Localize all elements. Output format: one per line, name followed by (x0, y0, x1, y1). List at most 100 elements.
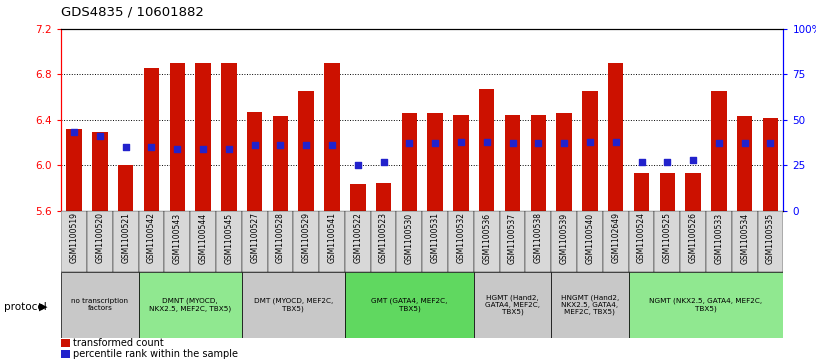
Point (557, 140, 570, 146)
Bar (474, 272, 552, 338)
Point (197, 146, 210, 152)
Text: GSM1100526: GSM1100526 (689, 212, 698, 264)
Bar (61, 339, 70, 347)
Text: GSM1100535: GSM1100535 (766, 212, 775, 264)
Text: GSM1100527: GSM1100527 (251, 212, 259, 264)
Bar (732, 211, 757, 272)
Text: GSM1100536: GSM1100536 (482, 212, 491, 264)
Bar (221, 63, 237, 211)
Bar (557, 113, 572, 211)
Text: DMNT (MYOCD,
NKX2.5, MEF2C, TBX5): DMNT (MYOCD, NKX2.5, MEF2C, TBX5) (149, 298, 231, 312)
Point (764, 140, 777, 146)
Text: GDS4835 / 10601882: GDS4835 / 10601882 (61, 5, 204, 18)
Point (635, 159, 648, 164)
Bar (603, 211, 628, 272)
Text: GSM1100532: GSM1100532 (456, 212, 465, 264)
Bar (345, 211, 370, 272)
Bar (530, 115, 546, 211)
Bar (634, 173, 650, 211)
Bar (170, 63, 185, 211)
Bar (448, 211, 474, 272)
Bar (654, 211, 681, 272)
Text: GSM1100525: GSM1100525 (663, 212, 672, 264)
Bar (628, 211, 654, 272)
Bar (164, 211, 190, 272)
Point (326, 142, 339, 148)
Bar (299, 91, 314, 211)
Bar (737, 117, 752, 211)
Text: GSM1100537: GSM1100537 (508, 212, 517, 264)
Bar (685, 173, 701, 211)
Bar (216, 211, 242, 272)
Text: GSM1100529: GSM1100529 (302, 212, 311, 264)
Point (403, 140, 416, 146)
Bar (61, 350, 70, 358)
Text: GSM1100539: GSM1100539 (560, 212, 569, 264)
Bar (247, 112, 263, 211)
Text: GSM1100520: GSM1100520 (95, 212, 104, 264)
Text: GSM1100538: GSM1100538 (534, 212, 543, 264)
Text: ▶: ▶ (39, 302, 47, 312)
Bar (113, 211, 139, 272)
Bar (268, 211, 293, 272)
Bar (526, 211, 552, 272)
Bar (61, 272, 139, 338)
Text: HNGMT (Hand2,
NKX2.5, GATA4,
MEF2C, TBX5): HNGMT (Hand2, NKX2.5, GATA4, MEF2C, TBX5… (561, 294, 619, 315)
Text: GMT (GATA4, MEF2C,
TBX5): GMT (GATA4, MEF2C, TBX5) (371, 298, 447, 312)
Bar (61, 211, 87, 272)
Text: percentile rank within the sample: percentile rank within the sample (73, 349, 238, 359)
Text: DMT (MYOCD, MEF2C,
TBX5): DMT (MYOCD, MEF2C, TBX5) (254, 298, 333, 312)
Bar (474, 211, 499, 272)
Bar (92, 132, 108, 211)
Point (145, 144, 158, 150)
Bar (350, 184, 366, 211)
Point (299, 142, 313, 148)
Bar (552, 272, 628, 338)
Text: GSM1102649: GSM1102649 (611, 212, 620, 264)
Bar (428, 113, 443, 211)
Bar (706, 211, 732, 272)
Bar (711, 91, 726, 211)
Point (738, 140, 752, 146)
Point (248, 142, 261, 148)
Bar (242, 272, 345, 338)
Point (93, 133, 106, 139)
Point (532, 140, 545, 146)
Text: GSM1100545: GSM1100545 (224, 212, 233, 264)
Bar (195, 63, 211, 211)
Bar (582, 91, 597, 211)
Point (377, 159, 390, 164)
Text: GSM1100540: GSM1100540 (585, 212, 594, 264)
Bar (273, 117, 288, 211)
Bar (139, 272, 242, 338)
Point (119, 144, 132, 150)
Bar (118, 165, 133, 211)
Bar (144, 68, 159, 211)
Bar (479, 89, 494, 211)
Text: transformed count: transformed count (73, 338, 164, 348)
Point (506, 140, 519, 146)
Text: GSM1100521: GSM1100521 (122, 212, 131, 263)
Bar (370, 211, 397, 272)
Text: GSM1100533: GSM1100533 (714, 212, 723, 264)
Bar (242, 211, 268, 272)
Text: GSM1100543: GSM1100543 (173, 212, 182, 264)
Text: GSM1100523: GSM1100523 (379, 212, 388, 264)
Bar (376, 183, 392, 211)
Bar (139, 211, 164, 272)
Bar (628, 272, 783, 338)
Bar (87, 211, 113, 272)
Text: GSM1100524: GSM1100524 (637, 212, 646, 264)
Bar (293, 211, 319, 272)
Point (171, 146, 184, 152)
Point (661, 159, 674, 164)
Bar (763, 118, 778, 211)
Point (686, 157, 699, 163)
Point (610, 139, 623, 144)
Bar (401, 113, 417, 211)
Text: HGMT (Hand2,
GATA4, MEF2C,
TBX5): HGMT (Hand2, GATA4, MEF2C, TBX5) (485, 294, 540, 315)
Text: GSM1100519: GSM1100519 (69, 212, 78, 264)
Bar (324, 63, 339, 211)
Bar (757, 211, 783, 272)
Bar (608, 63, 623, 211)
